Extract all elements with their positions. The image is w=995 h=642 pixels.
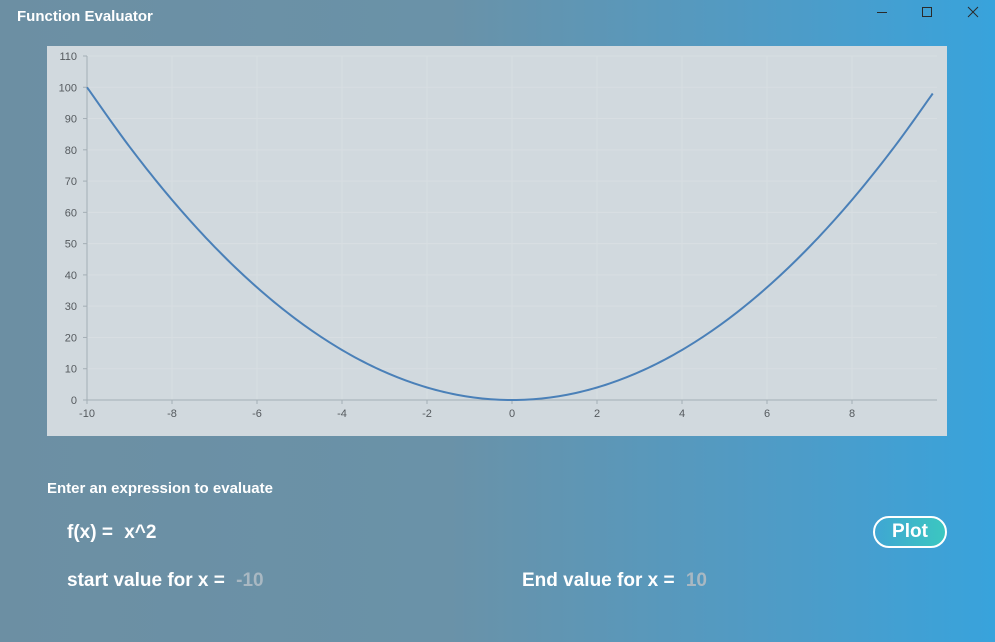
y-tick-label: 0 [71, 395, 77, 407]
start-value-row: start value for x = [67, 570, 311, 592]
y-tick-label: 100 [59, 82, 77, 94]
x-tick-label: -8 [167, 408, 177, 420]
start-value-input[interactable] [230, 570, 311, 592]
y-tick-label: 70 [65, 176, 77, 188]
minimize-icon [877, 12, 887, 13]
start-value-label: start value for x = [67, 570, 231, 591]
x-tick-label: 6 [764, 408, 770, 420]
x-tick-label: 0 [509, 408, 515, 420]
maximize-icon [922, 7, 932, 17]
end-value-input[interactable] [679, 570, 760, 592]
x-tick-label: 2 [594, 408, 600, 420]
end-value-row: End value for x = [522, 570, 760, 592]
end-value-label: End value for x = [522, 570, 680, 591]
y-tick-label: 60 [65, 207, 77, 219]
y-tick-label: 50 [65, 239, 77, 251]
plot-button[interactable]: Plot [873, 516, 947, 548]
x-tick-label: 4 [679, 408, 685, 420]
fx-label: f(x) = [67, 522, 119, 543]
expression-prompt: Enter an expression to evaluate [47, 480, 273, 497]
x-tick-label: 8 [849, 408, 855, 420]
minimize-button[interactable] [859, 0, 905, 24]
y-tick-label: 90 [65, 114, 77, 126]
maximize-button[interactable] [904, 0, 950, 24]
y-tick-label: 80 [65, 145, 77, 157]
close-icon [967, 6, 979, 18]
expression-input[interactable] [118, 522, 319, 544]
close-button[interactable] [950, 0, 995, 24]
y-tick-label: 30 [65, 301, 77, 313]
chart-canvas: 0 10 20 30 40 50 60 70 80 90 100 110 -10 -8 -6 -4 -2 0 2 4 6… [59, 51, 937, 420]
expression-row: f(x) = [67, 522, 319, 544]
y-tick-label: 20 [65, 332, 77, 344]
y-tick-label: 110 [59, 51, 77, 63]
y-tick-label: 10 [65, 364, 77, 376]
y-tick-label: 40 [65, 270, 77, 282]
x-tick-label: -4 [337, 408, 347, 420]
x-tick-label: -2 [422, 408, 432, 420]
series-line [86, 86, 934, 402]
title-bar: Function Evaluator [0, 0, 995, 32]
window-title: Function Evaluator [17, 8, 153, 25]
x-tick-label: -10 [79, 408, 95, 420]
function-chart: 0 10 20 30 40 50 60 70 80 90 100 110 -10 -8 -6 -4 -2 0 2 4 6… [47, 46, 947, 436]
x-tick-label: -6 [252, 408, 262, 420]
